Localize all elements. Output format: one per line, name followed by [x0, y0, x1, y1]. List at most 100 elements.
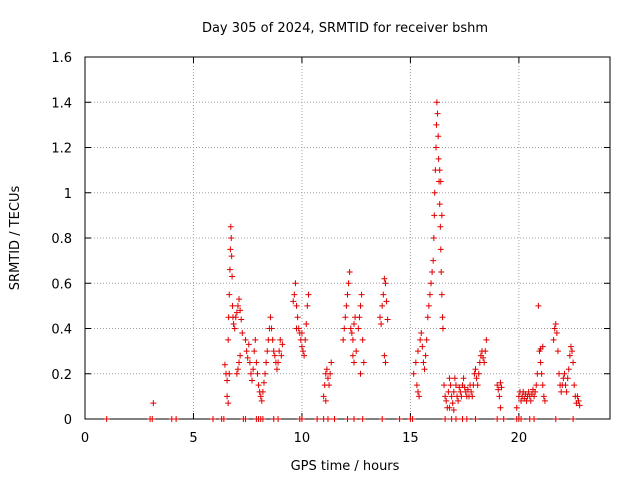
data-point — [276, 348, 283, 355]
data-point — [531, 416, 538, 422]
data-point — [290, 298, 297, 305]
data-point — [231, 325, 238, 332]
data-point — [351, 320, 358, 327]
data-point — [494, 382, 501, 389]
data-point — [556, 370, 563, 377]
data-point — [103, 416, 110, 422]
data-point — [226, 291, 233, 298]
data-point — [230, 320, 237, 327]
data-point — [442, 393, 449, 400]
data-point — [243, 348, 250, 355]
data-point — [379, 416, 386, 422]
data-point — [415, 388, 422, 395]
data-point — [233, 309, 240, 316]
data-point — [245, 341, 252, 348]
data-point — [554, 348, 561, 355]
data-point — [227, 246, 234, 253]
data-point — [456, 384, 463, 391]
data-point — [229, 273, 236, 280]
data-point — [250, 366, 257, 373]
data-point — [472, 416, 479, 422]
data-point — [314, 416, 321, 422]
data-point — [513, 404, 520, 411]
data-point — [410, 370, 417, 377]
data-point — [322, 397, 329, 404]
data-point — [359, 336, 366, 343]
data-point — [346, 268, 353, 275]
data-point — [574, 393, 581, 400]
data-point — [291, 291, 298, 298]
data-point — [355, 325, 362, 332]
data-point — [474, 382, 481, 389]
data-point — [422, 352, 429, 359]
data-point — [482, 348, 489, 355]
data-point — [279, 341, 286, 348]
data-point — [237, 307, 244, 314]
data-point — [553, 330, 560, 337]
data-point — [495, 386, 502, 393]
data-point — [434, 110, 441, 117]
data-point — [566, 352, 573, 359]
data-point — [234, 366, 241, 373]
data-point — [232, 314, 239, 321]
data-point — [539, 382, 546, 389]
data-point — [225, 336, 232, 343]
y-tick-label: 0.2 — [51, 368, 72, 383]
data-point — [458, 393, 465, 400]
data-point — [439, 325, 446, 332]
data-point — [227, 223, 234, 230]
data-point — [443, 397, 450, 404]
data-point — [423, 336, 430, 343]
data-point — [551, 325, 558, 332]
chart-title: Day 305 of 2024, SRMTID for receiver bsh… — [202, 21, 488, 36]
data-point — [228, 253, 235, 260]
data-point — [448, 393, 455, 400]
data-point — [450, 388, 457, 395]
data-point — [357, 302, 364, 309]
data-point — [293, 302, 300, 309]
data-point — [238, 316, 245, 323]
data-point — [417, 336, 424, 343]
data-point — [575, 397, 582, 404]
data-point — [469, 393, 476, 400]
data-point — [541, 397, 548, 404]
y-tick-label: 0.6 — [51, 277, 72, 292]
data-point — [236, 296, 243, 303]
data-point — [267, 314, 274, 321]
data-point — [565, 366, 572, 373]
data-point — [273, 366, 280, 373]
y-axis-label: SRMTID / TECUs — [8, 186, 23, 291]
x-tick-labels: 0 5 10 15 20 — [81, 431, 527, 446]
data-point — [328, 359, 335, 366]
x-tick-label: 5 — [189, 431, 197, 446]
data-point — [438, 268, 445, 275]
data-point — [426, 291, 433, 298]
data-point — [396, 416, 403, 422]
data-point — [226, 370, 233, 377]
data-point — [239, 330, 246, 337]
data-point — [252, 336, 259, 343]
data-point — [237, 352, 244, 359]
data-point — [576, 402, 583, 409]
data-point — [461, 384, 468, 391]
data-point — [234, 302, 241, 309]
data-point — [258, 397, 265, 404]
data-point — [500, 416, 507, 422]
data-point — [463, 416, 470, 422]
data-point — [532, 388, 539, 395]
data-point — [268, 325, 275, 332]
data-point — [342, 314, 349, 321]
data-point — [497, 404, 504, 411]
data-point — [263, 359, 270, 366]
data-point — [446, 375, 453, 382]
data-point — [450, 406, 457, 413]
data-point — [149, 416, 156, 422]
data-point — [226, 266, 233, 273]
data-point — [518, 397, 525, 404]
data-point — [452, 416, 459, 422]
data-point — [498, 384, 505, 391]
data-point — [415, 348, 422, 355]
data-point — [535, 302, 542, 309]
data-point — [418, 330, 425, 337]
data-point — [253, 359, 260, 366]
